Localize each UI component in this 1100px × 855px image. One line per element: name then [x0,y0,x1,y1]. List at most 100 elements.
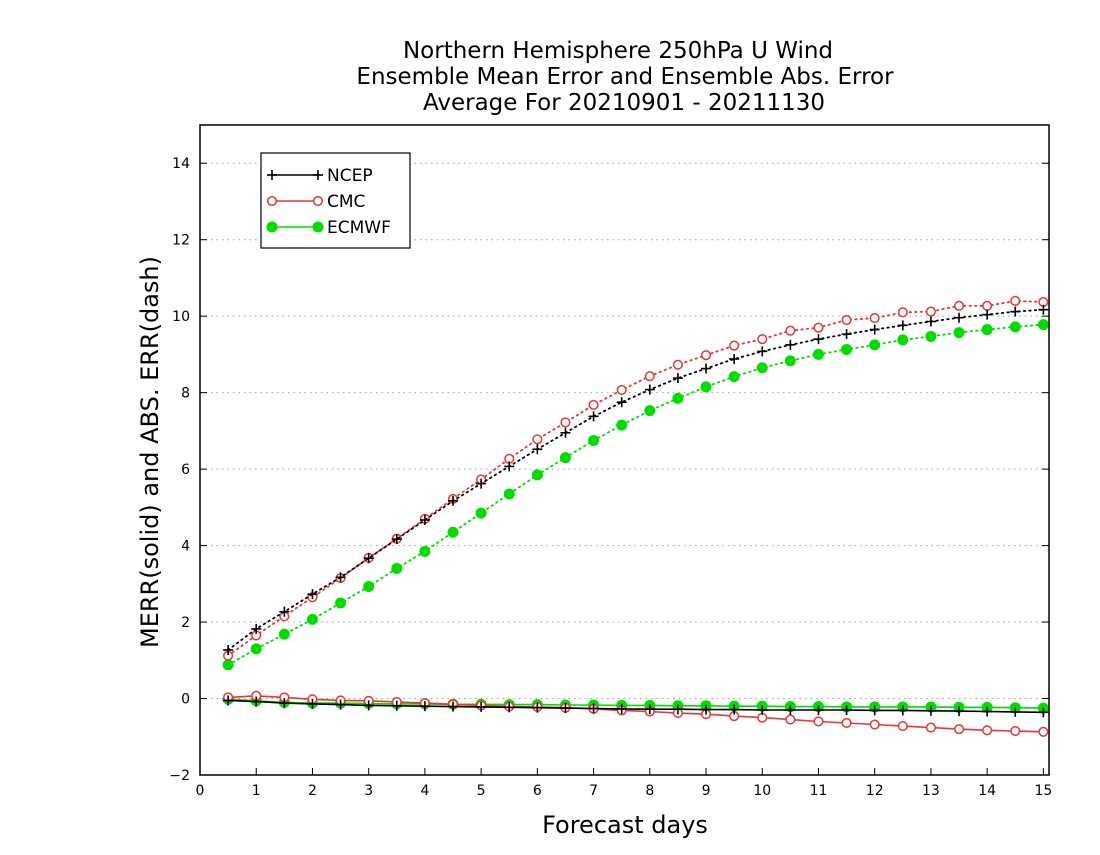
ecmwf-abs-err-point [503,488,515,500]
ecmwf-abs-err-point [897,334,909,346]
ecmwf-abs-err-point [447,526,459,538]
ncep-mean-err-point [1010,706,1021,717]
ncep-mean-err-point [588,703,599,714]
ecmwf-abs-err-point [588,434,600,446]
ncep-abs-err-point [335,572,346,583]
x-tick-label: 0 [196,783,205,799]
x-tick-label: 15 [1034,783,1052,799]
y-axis-label: MERR(solid) and ABS. ERR(dash) [136,256,164,648]
y-tick-label: 4 [181,539,190,555]
x-tick-label: 3 [364,783,373,799]
cmc-abs-err-point [953,300,965,311]
x-tick-label: 1 [252,783,261,799]
ecmwf-abs-err-point [841,343,853,355]
ncep-mean-err-point [729,704,740,715]
ncep-abs-err-point [448,495,459,506]
ncep-mean-err-point [757,705,768,715]
ecmwf-abs-err-point [250,643,262,655]
y-tick-label: 6 [181,462,190,478]
ecmwf-abs-err-point [391,563,403,575]
ecmwf-abs-err-point [925,330,937,342]
cmc-abs-err-point [560,417,571,428]
legend-marker-right-cmc [312,195,324,207]
cmc-abs-err-point [644,371,655,382]
ecmwf-abs-err-point [728,371,740,383]
legend: NCEP CMC ECMWF [260,152,411,249]
ncep-abs-err-point [954,312,965,323]
series-layer [222,295,1049,737]
ncep-mean-err-point [448,701,459,712]
chart-title-line-1: Northern Hemisphere 250hPa U Wind [403,38,833,64]
ncep-abs-err-point [560,427,571,438]
ncep-abs-err-point [869,324,880,335]
ncep-mean-err-point [223,695,234,706]
y-tick-label: 12 [172,233,190,249]
cmc-mean-err-point [869,719,880,730]
ncep-mean-err-point [532,702,543,713]
ncep-abs-err-point [532,444,543,455]
cmc-mean-err-point [925,722,936,733]
ncep-mean-err-point [672,704,683,715]
ncep-mean-err-point [279,698,290,709]
ecmwf-abs-err-point [306,613,318,625]
cmc-abs-err-point [672,359,683,370]
ncep-abs-err-point [729,354,740,364]
ecmwf-abs-err-point [953,327,965,339]
cmc-mean-err-point [785,714,796,725]
legend-marker-right-ncep [313,170,323,180]
legend-marker-left-ecmwf [266,221,278,233]
x-tick-label: 12 [866,783,884,799]
cmc-abs-err-point [1010,295,1021,306]
ncep-abs-err-point [757,346,768,357]
ncep-mean-err-point [419,701,430,712]
cmc-mean-err-point [1038,726,1049,737]
cmc-abs-err-point [813,322,824,333]
x-tick-label: 9 [702,783,711,799]
ncep-abs-err-point [1010,306,1021,317]
ncep-mean-err-point [954,706,965,717]
cmc-mean-err-point [982,725,993,736]
ecmwf-abs-err-point [812,348,824,360]
ncep-abs-err-point [841,329,852,340]
ncep-mean-err-point [982,706,993,717]
plot-frame [199,124,1050,776]
ncep-abs-err-point [588,411,599,422]
cmc-abs-err-point [982,300,993,311]
ecmwf-abs-err-point [700,381,712,393]
ecmwf-abs-err-point [644,405,656,417]
ncep-abs-err-point [616,397,627,408]
cmc-mean-err-point [841,717,852,729]
ecmwf-abs-err-point [1037,319,1049,331]
x-tick-label: 8 [645,783,654,799]
ncep-mean-err-point [307,698,318,709]
ncep-abs-err-point [391,534,402,545]
cmc-abs-err-point [897,307,908,318]
y-tick-label: 2 [181,615,190,631]
x-tick-label: 10 [753,783,771,799]
x-tick-label: 4 [420,783,429,799]
cmc-abs-err-point [588,399,599,410]
legend-label-cmc: CMC [327,192,365,212]
x-tick-label: 2 [308,783,317,799]
x-tick-label: 13 [922,783,940,799]
ncep-abs-err-point [672,373,683,384]
x-axis-label: Forecast days [542,811,708,839]
ecmwf-abs-err-point [531,469,543,481]
chart-title: Northern Hemisphere 250hPa U Wind Ensemb… [356,38,894,116]
ncep-mean-err-point [701,704,712,715]
ncep-mean-err-point [925,705,936,716]
ncep-mean-err-point [560,703,571,714]
ecmwf-abs-err-point [419,545,431,557]
chart-title-line-2: Ensemble Mean Error and Ensemble Abs. Er… [356,64,894,90]
ncep-mean-err-point [841,705,852,715]
ncep-abs-err-point [644,384,655,395]
x-tick-label: 7 [589,783,598,799]
x-tick-label: 5 [477,783,486,799]
cmc-abs-err-point [925,306,936,317]
y-tick-label: −2 [169,768,190,784]
ncep-abs-err-point [701,363,712,374]
legend-label-ncep: NCEP [327,166,373,186]
